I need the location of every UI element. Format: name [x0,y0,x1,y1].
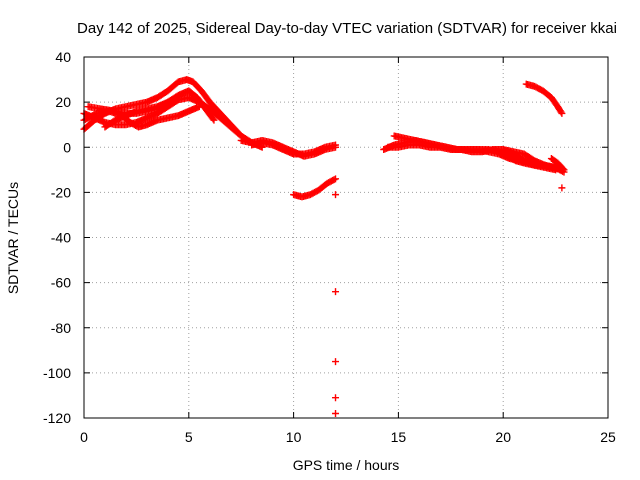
x-tick-label: 5 [185,429,193,445]
data-point [330,176,338,184]
x-tick-label: 20 [495,429,511,445]
data-point [172,94,180,102]
data-point [332,358,340,366]
data-point [210,116,218,124]
y-tick-label: -100 [43,365,71,381]
y-tick-label: 20 [55,94,71,110]
data-point [332,191,340,199]
data-point [559,165,567,173]
data-point [332,409,340,417]
y-tick-label: -80 [51,320,71,336]
data-point [171,94,179,102]
data-point [557,108,565,116]
data-point [332,288,340,296]
data-point [332,394,340,402]
data-point [209,115,217,123]
y-tick-label: 0 [63,139,71,155]
data-point [558,184,566,192]
data-points [80,76,568,417]
y-tick-label: -120 [43,410,71,426]
x-tick-label: 10 [286,429,302,445]
plot-frame [83,56,609,419]
y-axis-label: SDTVAR / TECUs [5,182,21,294]
data-point [332,141,340,149]
y-tick-label: -20 [51,184,71,200]
y-tick-label: -40 [51,230,71,246]
y-axis-tick-labels: 40 20 0 -20 -40 -60 -80 -100 -120 [43,49,71,426]
x-tick-label: 0 [80,429,88,445]
grid [84,57,608,418]
x-axis-label: GPS time / hours [293,457,400,473]
y-tick-label: -60 [51,275,71,291]
data-point [558,109,566,117]
x-tick-label: 25 [600,429,616,445]
data-point [195,103,203,111]
data-point [332,175,340,183]
x-tick-label: 15 [391,429,407,445]
chart-title: Day 142 of 2025, Sidereal Day-to-day VTE… [77,20,617,37]
y-tick-label: 40 [55,49,71,65]
data-point [560,166,568,174]
x-axis-tick-labels: 0 5 10 15 20 25 [80,429,616,445]
